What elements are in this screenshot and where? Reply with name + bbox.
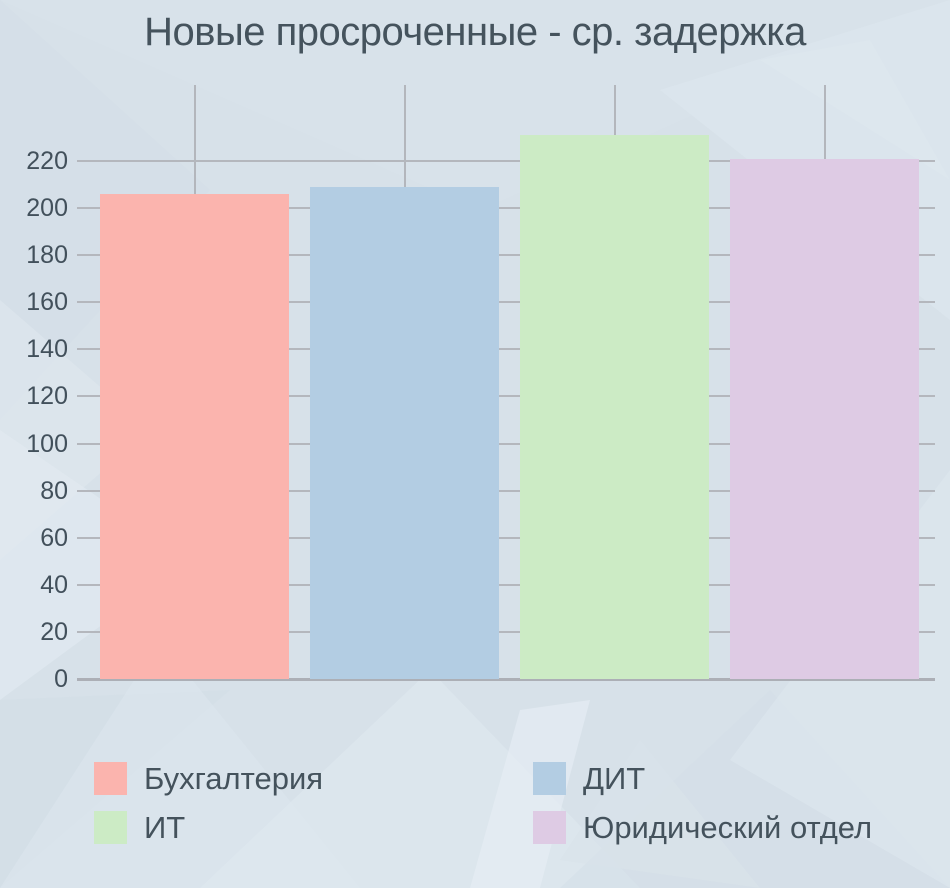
- chart-title: Новые просроченные - ср. задержка: [144, 10, 806, 54]
- y-axis-tick-label: 120: [26, 382, 68, 411]
- h-gridline: [77, 583, 935, 586]
- legend-item-label: ИТ: [144, 810, 186, 845]
- h-gridline: [77, 301, 935, 304]
- y-axis-tick-label: 140: [26, 335, 68, 364]
- y-axis-tick-label: 20: [40, 617, 68, 646]
- chart-bar[interactable]: [730, 158, 919, 679]
- y-axis-tick-label: 200: [26, 194, 68, 223]
- h-gridline: [77, 348, 935, 351]
- x-axis-line: [77, 678, 935, 681]
- h-gridline: [77, 395, 935, 398]
- h-gridline: [77, 207, 935, 210]
- chart-bar[interactable]: [520, 135, 709, 679]
- h-gridline: [77, 489, 935, 492]
- y-axis-tick-label: 60: [40, 523, 68, 552]
- y-axis-tick-label: 40: [40, 570, 68, 599]
- legend-item-label: Юридический отдел: [583, 810, 873, 845]
- legend-swatch-icon: [94, 811, 127, 844]
- h-gridline: [77, 160, 935, 162]
- legend-item[interactable]: Юридический отдел: [533, 811, 950, 844]
- y-axis-tick-label: 180: [26, 241, 68, 270]
- h-gridline: [77, 442, 935, 445]
- y-axis-tick-label: 80: [40, 476, 68, 505]
- legend-item[interactable]: ДИТ: [533, 762, 950, 795]
- chart-bar[interactable]: [310, 186, 499, 679]
- y-axis-tick-label: 0: [54, 665, 68, 693]
- legend-item-label: ДИТ: [583, 761, 646, 796]
- h-gridline: [77, 536, 935, 539]
- legend-item[interactable]: Бухгалтерия: [94, 762, 533, 795]
- legend-swatch-icon: [94, 762, 127, 795]
- legend-item[interactable]: ИТ: [94, 811, 533, 844]
- legend-swatch-icon: [533, 762, 566, 795]
- y-axis-tick-label: 220: [26, 147, 68, 175]
- legend-swatch-icon: [533, 811, 566, 844]
- legend: Бухгалтерия ДИТ ИТ Юридический отдел: [94, 762, 950, 844]
- legend-item-label: Бухгалтерия: [144, 761, 324, 796]
- chart-bar[interactable]: [100, 193, 289, 679]
- y-axis-tick-label: 100: [26, 429, 68, 458]
- h-gridline: [77, 630, 935, 633]
- y-axis-tick-label: 160: [26, 288, 68, 317]
- h-gridline: [77, 254, 935, 257]
